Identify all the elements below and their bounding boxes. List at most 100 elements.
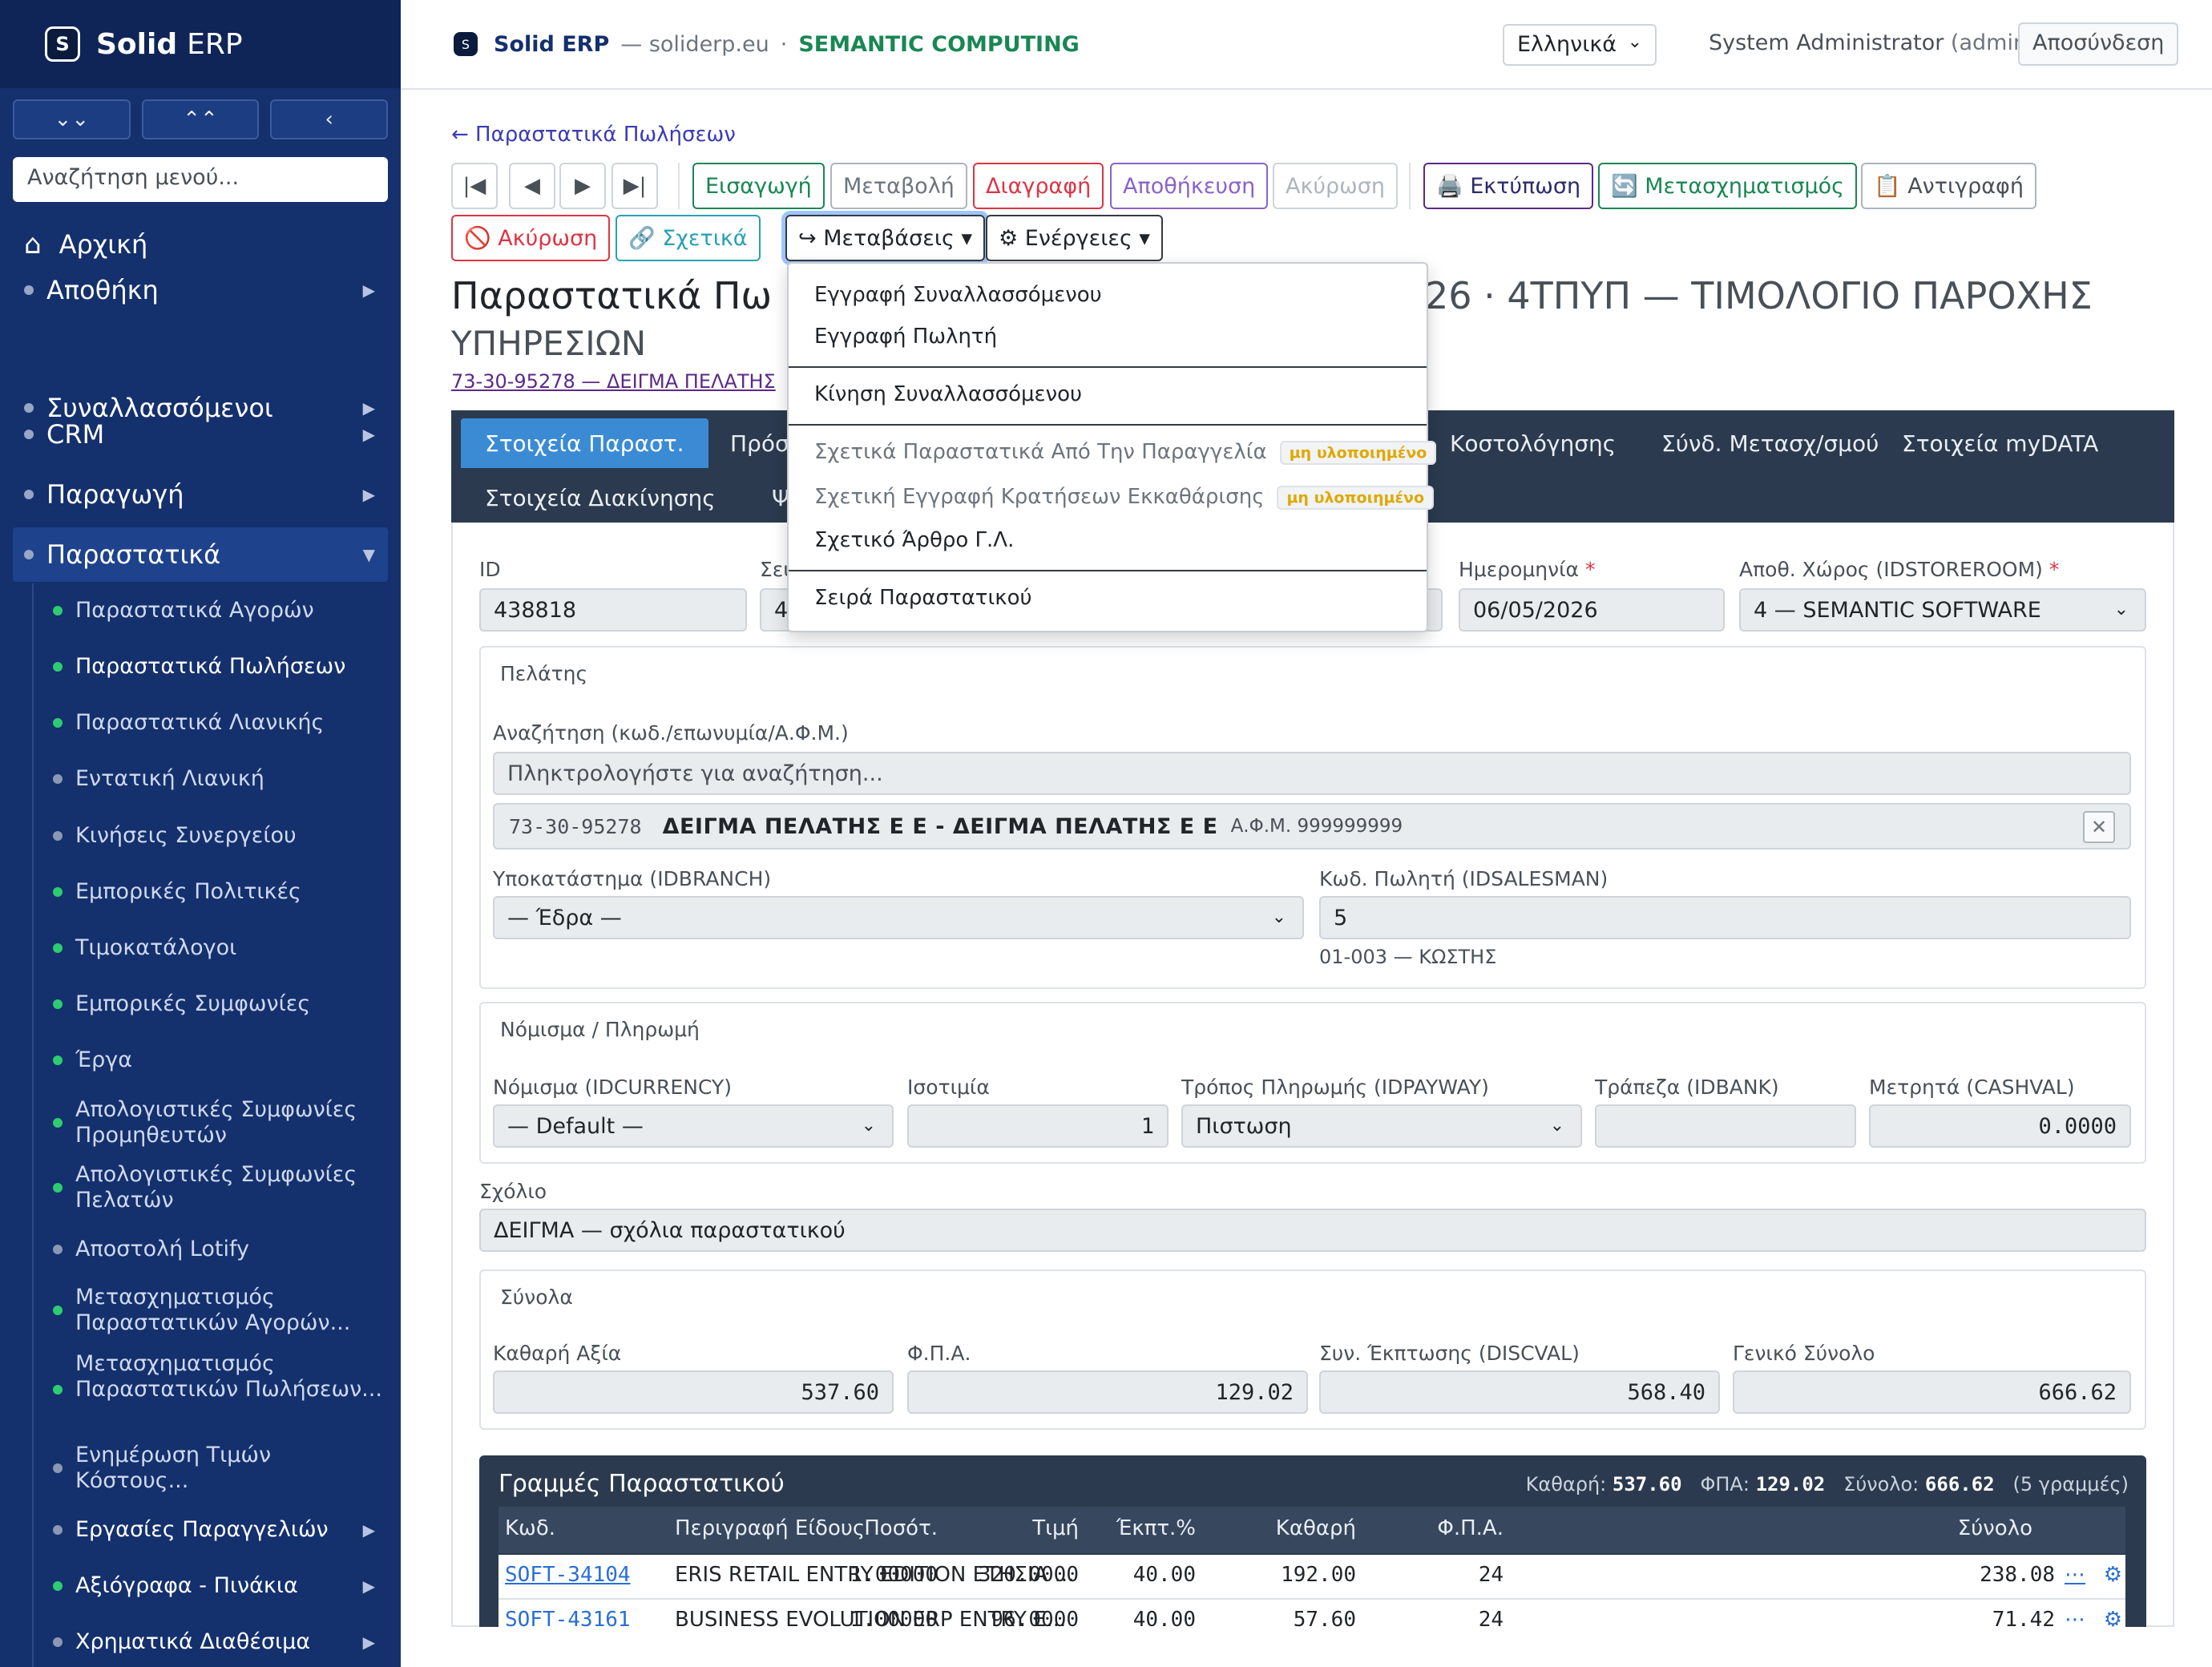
back-link[interactable]: ← Παραστατικά Πωλήσεων bbox=[451, 123, 736, 147]
sidebar-subitem-purchase-docs[interactable]: Παραστατικά Αγορών bbox=[0, 598, 401, 624]
customer-link[interactable]: 73-30-95278 — ΔΕΙΓΜΑ ΠΕΛΑΤΗΣ bbox=[451, 370, 776, 393]
save-button[interactable]: Αποθήκευση bbox=[1110, 163, 1269, 209]
col-vat[interactable]: Φ.Π.Α. bbox=[1437, 1516, 1504, 1540]
sidebar-subitem-lotify[interactable]: Αποστολή Lotify bbox=[0, 1237, 401, 1262]
sidebar-subitem-intensive-retail[interactable]: Εντατική Λιανική bbox=[0, 766, 401, 792]
tab-document-details[interactable]: Στοιχεία Παραστ. bbox=[461, 418, 708, 468]
sidebar-subitem-transform-sales[interactable]: Μετασχηματισμός Παραστατικών Πωλήσεων... bbox=[0, 1351, 401, 1403]
payway-select[interactable]: Πιστωση ⌄ bbox=[1181, 1104, 1582, 1148]
sidebar-item-documents[interactable]: Παραστατικά ▼ bbox=[13, 527, 388, 582]
transitions-dropdown-button[interactable]: ↪ Μεταβάσεις ▾ bbox=[785, 215, 986, 261]
currency-select[interactable]: — Default — ⌄ bbox=[493, 1104, 894, 1148]
last-record-button[interactable]: ▶| bbox=[612, 163, 658, 209]
language-select[interactable]: Ελληνικά ⌄ bbox=[1503, 24, 1657, 66]
item-code-link[interactable]: SOFT-34104 bbox=[505, 1563, 631, 1587]
caret-right-icon: ▶ bbox=[362, 425, 375, 444]
menu-search-input[interactable]: Αναζήτηση μενού... bbox=[13, 157, 388, 202]
sidebar-subitem-securities[interactable]: Αξιόγραφα - Πινάκια ▶ bbox=[0, 1573, 401, 1599]
actions-dropdown-button[interactable]: ⚙ Ενέργειες ▾ bbox=[986, 215, 1163, 261]
collapse-sidebar-icon[interactable]: ‹ bbox=[270, 99, 389, 139]
col-net[interactable]: Καθαρή bbox=[1275, 1516, 1356, 1540]
sidebar-subitem-label: Ενημέρωση Τιμών Κόστους... bbox=[75, 1443, 272, 1493]
sidebar-subitem-projects[interactable]: Έργα bbox=[0, 1047, 401, 1073]
tab-other[interactable]: Ψ bbox=[772, 484, 790, 511]
first-record-button[interactable]: |◀ bbox=[451, 163, 498, 209]
net-value-field[interactable]: 537.60 bbox=[493, 1370, 894, 1414]
sidebar-subitem-update-cost-prices[interactable]: Ενημέρωση Τιμών Κόστους... bbox=[0, 1443, 401, 1494]
cancel-button[interactable]: Ακύρωση bbox=[1273, 163, 1398, 209]
clear-customer-icon[interactable]: ✕ bbox=[2083, 811, 2115, 843]
print-button[interactable]: 🖨️ Εκτύπωση bbox=[1423, 163, 1594, 209]
sidebar-subitem-cash[interactable]: Χρηματικά Διαθέσιμα ▶ bbox=[0, 1629, 401, 1655]
salesman-field[interactable]: 5 bbox=[1319, 896, 2131, 939]
insert-button[interactable]: Εισαγωγή bbox=[692, 163, 825, 209]
col-price[interactable]: Τιμή bbox=[1032, 1516, 1079, 1540]
col-total[interactable]: Σύνολο bbox=[1957, 1516, 2032, 1540]
solid-logo-icon: S bbox=[454, 32, 478, 56]
bullet-icon bbox=[53, 606, 63, 616]
next-record-button[interactable]: ▶ bbox=[559, 163, 606, 209]
delete-button[interactable]: Διαγραφή bbox=[973, 163, 1104, 209]
vat-value-field[interactable]: 129.02 bbox=[907, 1370, 1308, 1414]
tab-additional[interactable]: Πρόσ bbox=[730, 430, 789, 457]
menu-item-salesman-record[interactable]: Εγγραφή Πωλητή bbox=[814, 325, 998, 349]
tab-mydata[interactable]: Στοιχεία myDATA bbox=[1902, 430, 2099, 457]
col-code[interactable]: Κωδ. bbox=[505, 1516, 555, 1540]
col-description[interactable]: Περιγραφή Είδους bbox=[675, 1516, 866, 1540]
collapse-all-icon[interactable]: ⌃⌃ bbox=[141, 99, 260, 139]
sidebar-subitem-order-tasks[interactable]: Εργασίες Παραγγελιών ▶ bbox=[0, 1517, 401, 1543]
menu-item-gl-article[interactable]: Σχετικό Άρθρο Γ.Λ. bbox=[814, 528, 1015, 552]
storeroom-select[interactable]: 4 — SEMANTIC SOFTWARE ⌄ bbox=[1739, 588, 2146, 632]
sidebar-subitem-price-lists[interactable]: Τιμοκατάλογοι bbox=[0, 935, 401, 961]
item-code-link[interactable]: SOFT-43161 bbox=[505, 1608, 631, 1627]
related-button[interactable]: 🔗 Σχετικά bbox=[616, 215, 761, 261]
sidebar-item-partners[interactable]: Συναλλασσόμενοι ▶ bbox=[0, 391, 401, 425]
sidebar-item-home[interactable]: ⌂ Αρχική bbox=[0, 216, 401, 272]
cash-field[interactable]: 0.0000 bbox=[1869, 1104, 2131, 1148]
branch-select[interactable]: — Έδρα — ⌄ bbox=[493, 896, 1304, 939]
sidebar-subitem-supplier-agreements[interactable]: Απολογιστικές Συμφωνίες Προμηθευτών bbox=[0, 1097, 401, 1148]
sidebar-subitem-sales-docs[interactable]: Παραστατικά Πωλήσεων bbox=[0, 654, 401, 680]
edit-button[interactable]: Μεταβολή bbox=[830, 163, 967, 209]
transform-button[interactable]: 🔄 Μετασχηματισμός bbox=[1598, 163, 1857, 209]
sidebar-subitem-transform-purchases[interactable]: Μετασχηματισμός Παραστατικών Αγορών... bbox=[0, 1285, 401, 1336]
expand-all-icon[interactable]: ⌄⌄ bbox=[13, 99, 131, 139]
summary-vat-label: ΦΠΑ: bbox=[1700, 1473, 1750, 1495]
page-title-document: 26 · 4ΤΠΥΠ — ΤΙΜΟΛΟΓΙΟ ΠΑΡΟΧΗΣ bbox=[1425, 274, 2093, 317]
menu-item-document-series[interactable]: Σειρά Παραστατικού bbox=[814, 586, 1032, 610]
sidebar-subitem-commercial-agreements[interactable]: Εμπορικές Συμφωνίες bbox=[0, 991, 401, 1017]
gear-icon[interactable]: ⚙ bbox=[2103, 1608, 2122, 1627]
col-quantity[interactable]: Ποσότ. bbox=[864, 1516, 938, 1540]
sidebar-item-warehouse[interactable]: Αποθήκη ▶ bbox=[0, 272, 401, 308]
col-discount[interactable]: Έκπτ.% bbox=[1116, 1516, 1196, 1540]
tab-costing[interactable]: Κοστολόγησης bbox=[1450, 430, 1617, 457]
menu-item-partner-record[interactable]: Εγγραφή Συναλλασσόμενου bbox=[814, 283, 1102, 307]
brand[interactable]: S Solid ERP bbox=[0, 0, 401, 88]
date-field[interactable]: 06/05/2026 bbox=[1459, 588, 1725, 632]
menu-item-partner-movement[interactable]: Κίνηση Συναλλασσόμενου bbox=[814, 382, 1083, 406]
table-row[interactable]: SOFT-43161 BUSINESS EVOLUTION ERP ENTRY … bbox=[499, 1600, 2125, 1627]
sidebar-subitem-retail-docs[interactable]: Παραστατικά Λιανικής bbox=[0, 710, 401, 736]
prev-record-button[interactable]: ◀ bbox=[509, 163, 555, 209]
sidebar-subitem-commercial-policies[interactable]: Εμπορικές Πολιτικές bbox=[0, 879, 401, 905]
copy-button[interactable]: 📋 Αντιγραφή bbox=[1861, 163, 2036, 209]
discount-value-field[interactable]: 568.40 bbox=[1319, 1370, 1720, 1414]
sidebar-item-crm[interactable]: CRM ▶ bbox=[0, 418, 401, 451]
grand-total-field[interactable]: 666.62 bbox=[1733, 1370, 2131, 1414]
logout-button[interactable]: Αποσύνδεση bbox=[2018, 22, 2179, 66]
comment-field[interactable]: ΔΕΙΓΜΑ — σχόλια παραστατικού bbox=[479, 1209, 2146, 1252]
sidebar-subitem-customer-agreements[interactable]: Απολογιστικές Συμφωνίες Πελατών bbox=[0, 1162, 401, 1213]
sidebar-item-production[interactable]: Παραγωγή ▶ bbox=[0, 478, 401, 511]
void-button[interactable]: 🚫 Ακύρωση bbox=[451, 215, 611, 261]
more-icon[interactable]: ⋯ bbox=[2065, 1563, 2085, 1587]
rate-field[interactable]: 1 bbox=[907, 1104, 1169, 1148]
tab-transform-links[interactable]: Σύνδ. Μετασχ/σμού bbox=[1661, 430, 1879, 457]
table-row[interactable]: SOFT-34104 ERIS RETAIL ENTRY EDITION ΕΤΗ… bbox=[499, 1555, 2125, 1600]
customer-search-input[interactable]: Πληκτρολογήστε για αναζήτηση... bbox=[493, 752, 2131, 795]
id-field[interactable]: 438818 bbox=[479, 588, 747, 632]
bank-field[interactable] bbox=[1595, 1104, 1856, 1148]
more-icon[interactable]: ⋯ bbox=[2065, 1608, 2085, 1627]
gear-icon[interactable]: ⚙ bbox=[2103, 1563, 2122, 1587]
tab-shipping[interactable]: Στοιχεία Διακίνησης bbox=[485, 484, 716, 511]
sidebar-subitem-workshop-moves[interactable]: Κινήσεις Συνεργείου bbox=[0, 823, 401, 849]
